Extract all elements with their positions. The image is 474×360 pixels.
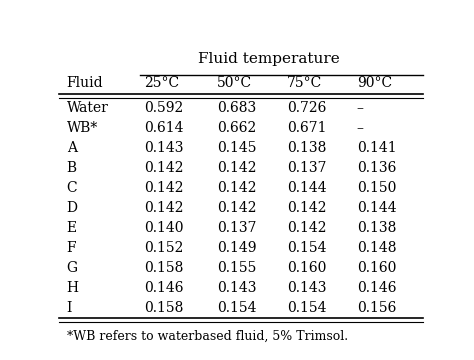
Text: 0.137: 0.137 [287, 161, 327, 175]
Text: 0.138: 0.138 [357, 221, 396, 235]
Text: 0.143: 0.143 [287, 281, 327, 295]
Text: 0.154: 0.154 [287, 241, 327, 255]
Text: 25°C: 25°C [144, 76, 179, 90]
Text: Water: Water [66, 101, 109, 115]
Text: –: – [357, 101, 364, 115]
Text: 0.142: 0.142 [217, 181, 257, 195]
Text: 0.154: 0.154 [287, 301, 327, 315]
Text: E: E [66, 221, 77, 235]
Text: 50°C: 50°C [217, 76, 252, 90]
Text: 0.150: 0.150 [357, 181, 396, 195]
Text: 0.142: 0.142 [144, 161, 183, 175]
Text: D: D [66, 201, 78, 215]
Text: 0.158: 0.158 [144, 301, 183, 315]
Text: 0.155: 0.155 [217, 261, 256, 275]
Text: I: I [66, 301, 72, 315]
Text: 0.154: 0.154 [217, 301, 257, 315]
Text: Fluid: Fluid [66, 76, 103, 90]
Text: Fluid temperature: Fluid temperature [198, 51, 339, 66]
Text: –: – [357, 121, 364, 135]
Text: C: C [66, 181, 77, 195]
Text: 0.160: 0.160 [357, 261, 396, 275]
Text: 75°C: 75°C [287, 76, 322, 90]
Text: WB*: WB* [66, 121, 98, 135]
Text: F: F [66, 241, 76, 255]
Text: H: H [66, 281, 79, 295]
Text: 0.149: 0.149 [217, 241, 257, 255]
Text: 0.144: 0.144 [357, 201, 396, 215]
Text: 0.662: 0.662 [217, 121, 256, 135]
Text: 0.146: 0.146 [144, 281, 183, 295]
Text: 0.142: 0.142 [287, 221, 327, 235]
Text: B: B [66, 161, 77, 175]
Text: 0.143: 0.143 [217, 281, 257, 295]
Text: 0.671: 0.671 [287, 121, 327, 135]
Text: 0.137: 0.137 [217, 221, 257, 235]
Text: 0.148: 0.148 [357, 241, 396, 255]
Text: A: A [66, 141, 77, 155]
Text: 0.592: 0.592 [144, 101, 183, 115]
Text: 0.144: 0.144 [287, 181, 327, 195]
Text: 0.156: 0.156 [357, 301, 396, 315]
Text: 0.726: 0.726 [287, 101, 327, 115]
Text: 0.138: 0.138 [287, 141, 327, 155]
Text: 0.136: 0.136 [357, 161, 396, 175]
Text: 0.142: 0.142 [144, 181, 183, 195]
Text: 0.142: 0.142 [144, 201, 183, 215]
Text: 0.142: 0.142 [287, 201, 327, 215]
Text: 0.683: 0.683 [217, 101, 256, 115]
Text: 0.142: 0.142 [217, 161, 257, 175]
Text: 0.145: 0.145 [217, 141, 257, 155]
Text: 90°C: 90°C [357, 76, 392, 90]
Text: 0.614: 0.614 [144, 121, 183, 135]
Text: 0.158: 0.158 [144, 261, 183, 275]
Text: 0.140: 0.140 [144, 221, 183, 235]
Text: 0.143: 0.143 [144, 141, 183, 155]
Text: 0.146: 0.146 [357, 281, 396, 295]
Text: 0.141: 0.141 [357, 141, 396, 155]
Text: 0.142: 0.142 [217, 201, 257, 215]
Text: 0.160: 0.160 [287, 261, 327, 275]
Text: G: G [66, 261, 78, 275]
Text: 0.152: 0.152 [144, 241, 183, 255]
Text: *WB refers to waterbased fluid, 5% Trimsol.: *WB refers to waterbased fluid, 5% Trims… [66, 330, 348, 343]
